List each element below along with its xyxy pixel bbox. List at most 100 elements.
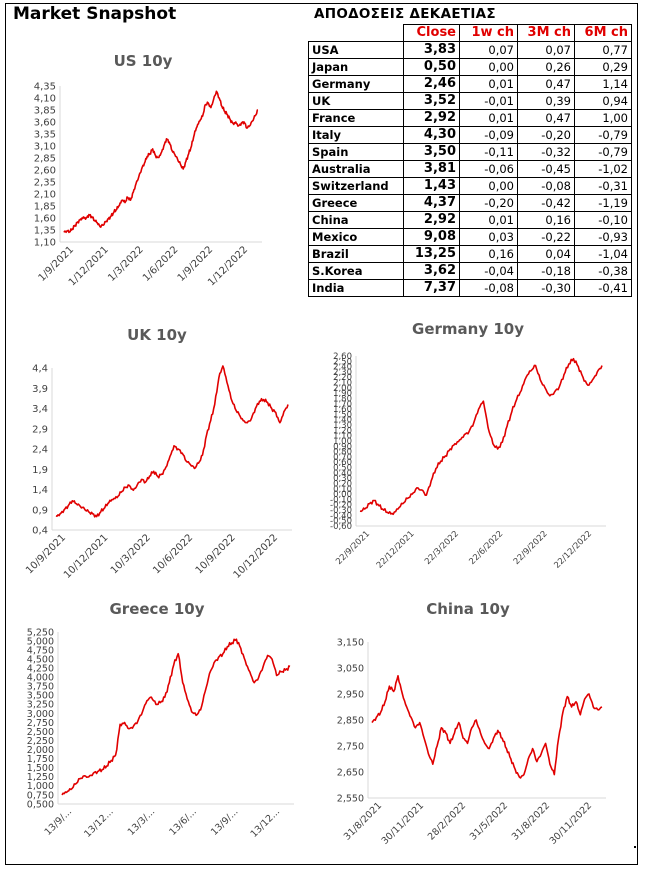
y-tick-label: 2,60 bbox=[333, 352, 352, 362]
y-tick-label: 3,250 bbox=[27, 700, 54, 711]
table-row: Germany 2,46 0,01 0,47 1,14 bbox=[308, 75, 632, 93]
x-tick-label: 31/5/2022 bbox=[468, 800, 510, 842]
y-tick-label: 3,000 bbox=[27, 709, 54, 720]
y-tick-label: 0,70 bbox=[333, 453, 352, 463]
us-series-line bbox=[63, 90, 259, 234]
y-tick-label: 3,050 bbox=[337, 663, 364, 674]
y-tick-label: -0,30 bbox=[330, 506, 352, 516]
y-tick-label: 0,60 bbox=[333, 458, 352, 468]
us-10y-chart: US 10y 1,10 1,35 1,60 1,85 2,10 2,35 2,60 2,85 3,… bbox=[12, 46, 274, 304]
y-tick-label: 1,750 bbox=[27, 754, 54, 765]
change-1w-cell: -0,06 bbox=[459, 160, 518, 178]
china-series-line bbox=[371, 675, 603, 779]
y-tick-label: 1,20 bbox=[333, 426, 352, 436]
table-row: France 2,92 0,01 0,47 1,00 bbox=[308, 109, 632, 127]
change-6m-cell: -0,38 bbox=[574, 262, 632, 280]
y-tick-label: 3,60 bbox=[34, 118, 56, 129]
y-tick-label: 2,4 bbox=[32, 445, 48, 456]
change-3m-cell: -0,30 bbox=[517, 279, 575, 297]
close-cell: 3,81 bbox=[403, 160, 460, 178]
y-tick-label: 2,550 bbox=[337, 793, 364, 804]
x-tick-label: 13/9/... bbox=[209, 806, 241, 838]
change-3m-cell: -0,18 bbox=[517, 262, 575, 280]
change-3m-cell: 0,47 bbox=[517, 75, 575, 93]
y-tick-label: 0,80 bbox=[333, 448, 352, 458]
y-tick-label: 2,750 bbox=[27, 718, 54, 729]
change-3m-cell: -0,45 bbox=[517, 160, 575, 178]
change-6m-cell: 0,29 bbox=[574, 58, 632, 76]
y-tick-label: 3,9 bbox=[32, 384, 48, 395]
germany-chart-svg: Germany 10y -0,60-0,50-0,40-0,30-0,20-0,1… bbox=[330, 320, 606, 571]
change-1w-cell: -0,08 bbox=[459, 279, 518, 297]
y-tick-label: 1,000 bbox=[27, 781, 54, 792]
y-tick-label: 2,40 bbox=[333, 363, 352, 373]
y-tick-label: 1,85 bbox=[34, 202, 56, 213]
y-tick-label: -0,60 bbox=[330, 522, 352, 532]
table-row: USA 3,83 0,07 0,07 0,77 bbox=[308, 41, 632, 59]
country-cell: S.Korea bbox=[308, 262, 404, 280]
y-tick-label: 0,10 bbox=[333, 485, 352, 495]
x-tick-label: 13/12... bbox=[249, 806, 283, 840]
y-tick-label: 4,35 bbox=[34, 82, 56, 93]
y-tick-label: 2,30 bbox=[333, 368, 352, 378]
y-tick-label: 1,80 bbox=[333, 394, 352, 404]
y-tick-label: 0,20 bbox=[333, 479, 352, 489]
uk-series-line bbox=[55, 365, 289, 518]
x-tick-label: 22/12/2022 bbox=[552, 529, 594, 571]
country-cell: China bbox=[308, 211, 404, 229]
y-tick-label: 4,500 bbox=[27, 654, 54, 665]
y-tick-label: 2,10 bbox=[333, 379, 352, 389]
change-1w-cell: -0,04 bbox=[459, 262, 518, 280]
chart-title: Germany 10y bbox=[412, 320, 524, 338]
y-tick-label: 4,000 bbox=[27, 673, 54, 684]
change-6m-cell: -0,79 bbox=[574, 143, 632, 161]
y-tick-label: 0,4 bbox=[32, 526, 48, 537]
change-3m-cell: -0,20 bbox=[517, 126, 575, 144]
y-tick-label: 2,250 bbox=[27, 736, 54, 747]
y-tick-label: 2,750 bbox=[337, 741, 364, 752]
y-tick-label: 3,750 bbox=[27, 682, 54, 693]
table-row: China 2,92 0,01 0,16 -0,10 bbox=[308, 211, 632, 229]
y-tick-label: 2,35 bbox=[34, 178, 56, 189]
country-cell: Mexico bbox=[308, 228, 404, 246]
change-6m-cell: -0,10 bbox=[574, 211, 632, 229]
x-tick-label: 30/11/2022 bbox=[548, 800, 595, 847]
change-3m-cell: 0,47 bbox=[517, 109, 575, 127]
y-tick-label: 1,4 bbox=[32, 485, 48, 496]
china-chart-svg: China 10y 2,550 2,650 2,750 2,850 2,950 3,050 3… bbox=[337, 600, 606, 847]
x-tick-label: 10/12/2021 bbox=[62, 532, 111, 581]
y-tick-label: 0,30 bbox=[333, 474, 352, 484]
change-1w-cell: 0,16 bbox=[459, 245, 518, 263]
close-cell: 0,50 bbox=[403, 58, 460, 76]
x-tick-label: 22/9/2022 bbox=[512, 529, 550, 567]
change-6m-cell: -1,02 bbox=[574, 160, 632, 178]
y-tick-label: -0,10 bbox=[330, 495, 352, 505]
x-tick-label: 31/8/2022 bbox=[510, 800, 552, 842]
table-header-blank bbox=[308, 24, 404, 42]
x-tick-label: 13/3/... bbox=[126, 806, 158, 838]
table-row: S.Korea 3,62 -0,04 -0,18 -0,38 bbox=[308, 262, 632, 280]
y-tick-label: 1,250 bbox=[27, 772, 54, 783]
country-cell: Japan bbox=[308, 58, 404, 76]
close-cell: 1,43 bbox=[403, 177, 460, 195]
y-tick-label: 1,50 bbox=[333, 410, 352, 420]
table-title: ΑΠΟΔΟΣΕΙΣ ΔΕΚΑΕΤΙΑΣ bbox=[314, 6, 496, 22]
y-tick-label: 3,4 bbox=[32, 404, 48, 415]
table-row: Italy 4,30 -0,09 -0,20 -0,79 bbox=[308, 126, 632, 144]
change-1w-cell: -0,20 bbox=[459, 194, 518, 212]
change-1w-cell: 0,01 bbox=[459, 109, 518, 127]
uk-10y-chart: UK 10y 0,4 0,9 1,4 1,9 2,4 2,9 3,4 3,9 4,4 10/9/20… bbox=[12, 322, 302, 584]
y-tick-label: 2,950 bbox=[337, 689, 364, 700]
table-row: Mexico 9,08 0,03 -0,22 -0,93 bbox=[308, 228, 632, 246]
y-tick-label: 1,10 bbox=[34, 238, 56, 249]
table-row: Japan 0,50 0,00 0,26 0,29 bbox=[308, 58, 632, 76]
header-1w-change: 1w ch bbox=[459, 24, 518, 42]
x-tick-label: 13/12... bbox=[82, 806, 116, 840]
y-tick-label: 4,250 bbox=[27, 664, 54, 675]
table-row: UK 3,52 -0,01 0,39 0,94 bbox=[308, 92, 632, 110]
table-row: Brazil 13,25 0,16 0,04 -1,04 bbox=[308, 245, 632, 263]
change-1w-cell: -0,09 bbox=[459, 126, 518, 144]
y-tick-label: 2,00 bbox=[333, 384, 352, 394]
change-1w-cell: 0,01 bbox=[459, 75, 518, 93]
change-3m-cell: -0,32 bbox=[517, 143, 575, 161]
